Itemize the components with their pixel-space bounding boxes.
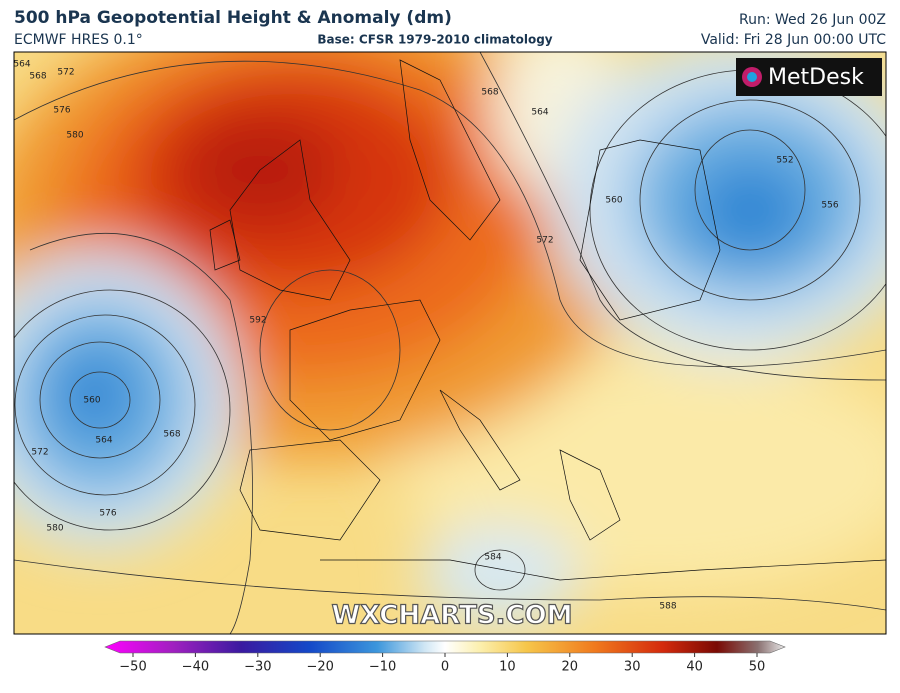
contour-label: 588 xyxy=(659,602,676,612)
run: Run: Wed 26 Jun 00Z xyxy=(739,12,886,28)
contour-label: 576 xyxy=(99,509,116,519)
contour-label: 572 xyxy=(536,236,553,246)
colorbar-tick-label: 40 xyxy=(686,660,703,675)
coastlines xyxy=(209,59,886,581)
contour-label: 564 xyxy=(531,108,548,118)
contour-label: 576 xyxy=(53,106,70,116)
contour-label: 572 xyxy=(57,68,74,78)
colorbar-tick-label: −30 xyxy=(244,660,271,675)
base: Base: CFSR 1979-2010 climatology xyxy=(317,33,552,47)
map: 564 568 572 576 580 592 560 564 568 572 576 580 568 5… xyxy=(13,52,886,634)
title: 500 hPa Geopotential Height & Anomaly (d… xyxy=(14,8,452,28)
anomaly-field xyxy=(14,52,886,625)
colorbar-tick-label: 0 xyxy=(441,660,449,675)
logo: MetDesk xyxy=(736,58,882,96)
contour-label: 572 xyxy=(31,448,48,458)
contour-label: 560 xyxy=(605,196,622,206)
contour-label: 592 xyxy=(249,316,266,326)
contour-label: 556 xyxy=(821,201,838,211)
colorbar-tick-label: 20 xyxy=(562,660,579,675)
colorbar-tick-label: 30 xyxy=(624,660,641,675)
colorbar-tick-label: −10 xyxy=(369,660,396,675)
colorbar-tick-label: −50 xyxy=(119,660,146,675)
contour-label: 568 xyxy=(29,72,46,82)
contour-label: 560 xyxy=(83,396,100,406)
colorbar-tick-label: −20 xyxy=(306,660,333,675)
watermark: WXCHARTS.COM xyxy=(331,601,572,631)
valid: Valid: Fri 28 Jun 00:00 UTC xyxy=(701,32,886,48)
model: ECMWF HRES 0.1° xyxy=(14,32,143,48)
contour-label: 552 xyxy=(776,156,793,166)
colorbar xyxy=(104,640,786,654)
contour-label: 580 xyxy=(46,524,63,534)
contour-label: 580 xyxy=(66,131,83,141)
contour-label: 568 xyxy=(163,430,180,440)
map-frame xyxy=(13,51,887,635)
colorbar-bar xyxy=(104,640,786,654)
colorbar-tick-label: 10 xyxy=(499,660,516,675)
contour-label: 564 xyxy=(13,60,30,70)
contour-label: 564 xyxy=(95,436,112,446)
logo-text: MetDesk xyxy=(768,65,864,90)
contour-label: 584 xyxy=(484,553,501,563)
colorbar-tick-label: 50 xyxy=(749,660,766,675)
contours xyxy=(14,52,886,634)
contour-label: 568 xyxy=(481,88,498,98)
colorbar-tick-label: −40 xyxy=(182,660,209,675)
